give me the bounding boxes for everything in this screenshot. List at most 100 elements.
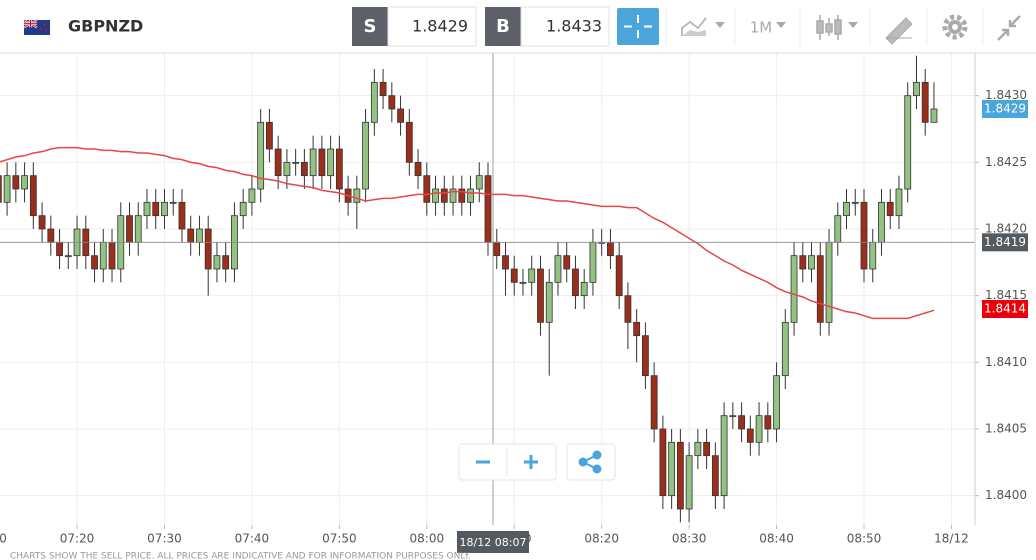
- ma-last-badge-label: 1.8414: [984, 302, 1026, 316]
- candle-body: [834, 215, 842, 243]
- crosshair-price-badge-label: 1.8419: [984, 235, 1026, 249]
- candle-body: [475, 175, 483, 190]
- candle-body: [563, 255, 571, 270]
- candle-body: [108, 241, 116, 270]
- settings-button[interactable]: [942, 14, 968, 40]
- candle-body: [519, 281, 527, 284]
- candle-body: [143, 201, 151, 217]
- candle-body: [449, 188, 457, 203]
- candle-body: [607, 241, 614, 257]
- x-tick-label: 07:30: [147, 532, 182, 546]
- y-tick-label: 1.8405: [985, 422, 1027, 436]
- y-tick-label: 1.8410: [985, 355, 1027, 369]
- crosshair-price-badge: [982, 233, 1028, 252]
- candle-body: [825, 241, 833, 323]
- candle-body: [790, 255, 798, 323]
- candle-body: [213, 255, 221, 270]
- candle-body: [851, 201, 859, 204]
- moving-average: [0, 146, 935, 320]
- candle-body: [0, 175, 2, 203]
- candle-body: [685, 455, 693, 510]
- candle-body: [300, 161, 308, 177]
- candle-body: [152, 201, 160, 217]
- candle-body: [362, 121, 369, 190]
- candle-body: [878, 201, 885, 243]
- candle-body: [432, 188, 439, 203]
- chart-type-button[interactable]: [681, 17, 725, 36]
- last-price-badge: [982, 100, 1028, 118]
- candle-body: [318, 148, 326, 177]
- candle-body: [799, 255, 807, 270]
- sell-price-box[interactable]: [387, 6, 477, 47]
- zoom-in[interactable]: [524, 455, 538, 469]
- candle-body: [711, 455, 719, 497]
- candle-body: [904, 95, 912, 190]
- candle-body: [781, 321, 789, 377]
- share-button[interactable]: [578, 450, 602, 474]
- candle-body: [169, 201, 177, 204]
- candle-body: [720, 415, 728, 497]
- candle-body: [370, 81, 378, 123]
- candle-body: [808, 255, 815, 270]
- candle-body: [283, 161, 291, 177]
- crosshair-button[interactable]: [617, 8, 659, 45]
- sell-label: S: [364, 16, 377, 37]
- buy-price-box[interactable]: [520, 6, 610, 47]
- candle-body: [222, 255, 230, 270]
- candle-body: [327, 148, 335, 177]
- candle-body: [187, 228, 195, 243]
- candle-body: [816, 255, 824, 323]
- candle-body: [537, 268, 544, 323]
- zoom-controls: [458, 443, 616, 481]
- ma-last-badge: [982, 300, 1028, 318]
- buy-button[interactable]: [485, 7, 521, 46]
- header: GBPNZD S 1.8429 B 1.8433 1M: [0, 0, 1036, 54]
- sell-price: 1.8429: [412, 17, 468, 36]
- candle-body: [633, 321, 641, 337]
- share-panel: [566, 443, 616, 481]
- candle-body: [204, 228, 212, 270]
- candle-body: [528, 268, 536, 283]
- candle-body: [510, 268, 518, 283]
- disclaimer: CHARTS SHOW THE SELL PRICE. ALL PRICES A…: [10, 552, 471, 560]
- candle-body: [773, 375, 780, 430]
- candle-body: [615, 255, 623, 297]
- candle-body: [458, 188, 466, 203]
- candle-body: [493, 241, 501, 257]
- y-tick-label: 1.8425: [985, 155, 1027, 169]
- candle-body: [423, 175, 431, 203]
- candle-body: [388, 95, 396, 110]
- candle-body: [91, 255, 98, 270]
- timeframe: 1M: [750, 19, 773, 37]
- candle-body: [755, 415, 763, 443]
- candle-body: [29, 175, 37, 217]
- collapse-button[interactable]: [997, 15, 1021, 41]
- candle-body: [668, 441, 676, 497]
- candle-body: [292, 161, 300, 164]
- candle-body: [484, 175, 492, 243]
- buy-price: 1.8433: [546, 17, 602, 36]
- x-tick-label: 08:40: [759, 532, 794, 546]
- crosshair-time: 18/12 08:07: [460, 536, 527, 549]
- symbol: GBPNZD: [68, 17, 143, 36]
- candle-body: [694, 441, 702, 457]
- timeframe-button[interactable]: 1M: [750, 19, 786, 37]
- candle-body: [921, 81, 929, 123]
- x-tick-label: 07:50: [322, 532, 357, 546]
- x-tick-label: 08:00: [410, 532, 445, 546]
- candle-body: [659, 428, 667, 497]
- candle-body: [580, 281, 588, 297]
- candle-body: [239, 201, 247, 217]
- crosshair-icon: [624, 15, 652, 38]
- x-tick-label: 07:10: [0, 532, 7, 546]
- y-tick-label: 1.8420: [985, 222, 1027, 236]
- candle-body: [650, 375, 658, 430]
- sell-button[interactable]: [352, 7, 388, 46]
- candle-body: [266, 121, 273, 150]
- y-tick-label: 1.8415: [985, 288, 1027, 302]
- crosshair-time-badge: [457, 531, 529, 553]
- candle-style-button[interactable]: [816, 15, 858, 40]
- candle-body: [589, 241, 597, 283]
- draw-button[interactable]: [885, 17, 913, 45]
